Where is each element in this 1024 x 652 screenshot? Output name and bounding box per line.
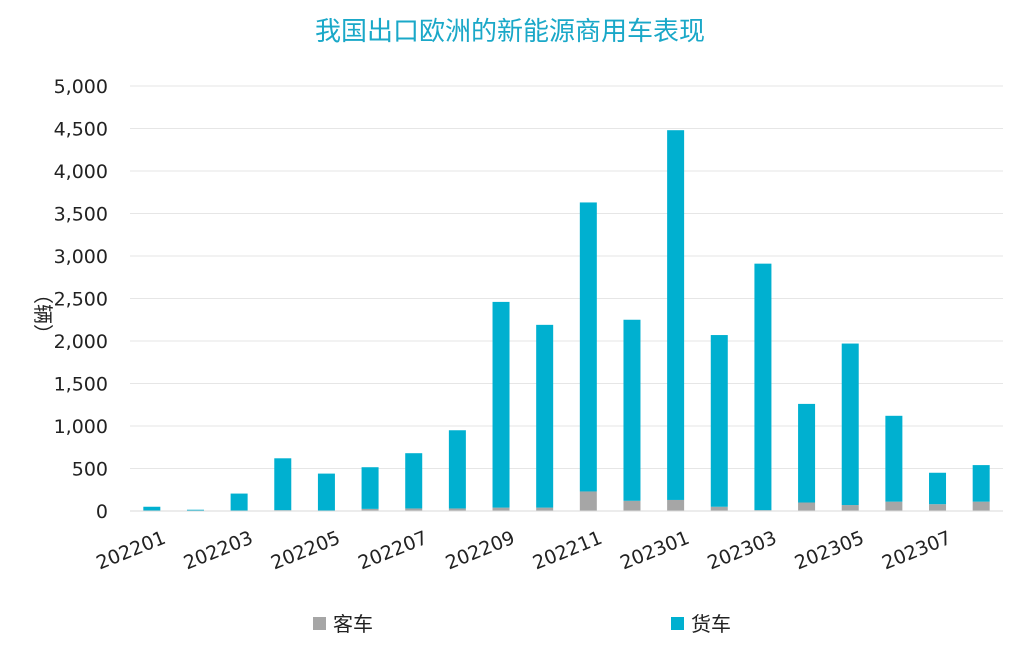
y-tick-label: 2,500 [54, 289, 108, 311]
legend-label-passenger: 客车 [333, 612, 373, 636]
bar-truck [885, 415, 903, 502]
bar-passenger [972, 501, 990, 511]
legend-swatch-passenger [313, 617, 326, 630]
x-tick-label: 202207 [355, 527, 430, 575]
bar-passenger [492, 507, 510, 511]
bar-truck [710, 335, 728, 507]
bar-truck [274, 458, 292, 511]
legend: 客车 货车 [313, 612, 731, 636]
bar-passenger [667, 499, 685, 511]
y-tick-label: 4,000 [54, 161, 108, 183]
bar-truck [448, 430, 466, 509]
legend-swatch-truck [671, 617, 684, 630]
x-tick-label: 202201 [93, 527, 168, 575]
y-tick-label: 2,000 [54, 331, 108, 353]
y-tick-label: 1,000 [54, 416, 108, 438]
bar-truck [798, 403, 816, 503]
x-tick-label: 202303 [704, 527, 779, 575]
bar-passenger [841, 505, 859, 511]
bar-truck [361, 467, 379, 509]
bar-truck [579, 202, 597, 492]
y-tick-label: 500 [72, 459, 108, 481]
bar-truck [929, 472, 947, 505]
gridlines [130, 85, 1003, 469]
bar-passenger [579, 491, 597, 511]
legend-label-truck: 货车 [691, 612, 731, 636]
bar-truck [754, 263, 772, 511]
y-tick-label: 3,000 [54, 246, 108, 268]
bar-truck [492, 301, 510, 508]
y-tick-label: 0 [96, 501, 108, 523]
bar-passenger [710, 506, 728, 511]
x-axis-ticks: 202201 202203 202205 202207 202209 202211 2023… [93, 527, 954, 575]
bar-truck [317, 473, 335, 511]
y-axis-label: （辆） [31, 284, 55, 344]
bar-passenger [623, 500, 641, 511]
y-axis-ticks: 0 500 1,000 1,500 2,000 2,500 3,000 3,500 4,000 4… [54, 76, 108, 523]
y-tick-label: 1,500 [54, 374, 108, 396]
bars [143, 130, 990, 511]
bar-passenger [536, 507, 554, 511]
bar-truck [841, 343, 859, 506]
bar-truck [143, 506, 161, 511]
bar-truck [405, 453, 423, 509]
y-tick-label: 3,500 [54, 204, 108, 226]
bar-passenger [929, 504, 947, 511]
x-tick-label: 202301 [617, 527, 692, 575]
y-tick-label: 4,500 [54, 119, 108, 141]
bar-truck [623, 319, 641, 501]
x-tick-label: 202205 [268, 527, 343, 575]
bar-passenger [361, 508, 379, 511]
x-tick-label: 202203 [181, 527, 256, 575]
chart-title: 我国出口欧洲的新能源商用车表现 [315, 17, 705, 47]
bar-passenger [448, 508, 466, 511]
x-tick-label: 202211 [530, 527, 605, 575]
x-tick-label: 202209 [442, 527, 517, 575]
bar-truck [536, 324, 554, 508]
bar-passenger [885, 501, 903, 511]
bar-truck [667, 130, 685, 500]
bar-passenger [798, 502, 816, 511]
y-tick-label: 5,000 [54, 76, 108, 98]
bar-truck [230, 493, 248, 511]
x-tick-label: 202305 [792, 527, 867, 575]
bar-passenger [405, 508, 423, 511]
bar-truck [972, 465, 990, 502]
bar-truck [186, 509, 204, 511]
x-tick-label: 202307 [879, 527, 954, 575]
